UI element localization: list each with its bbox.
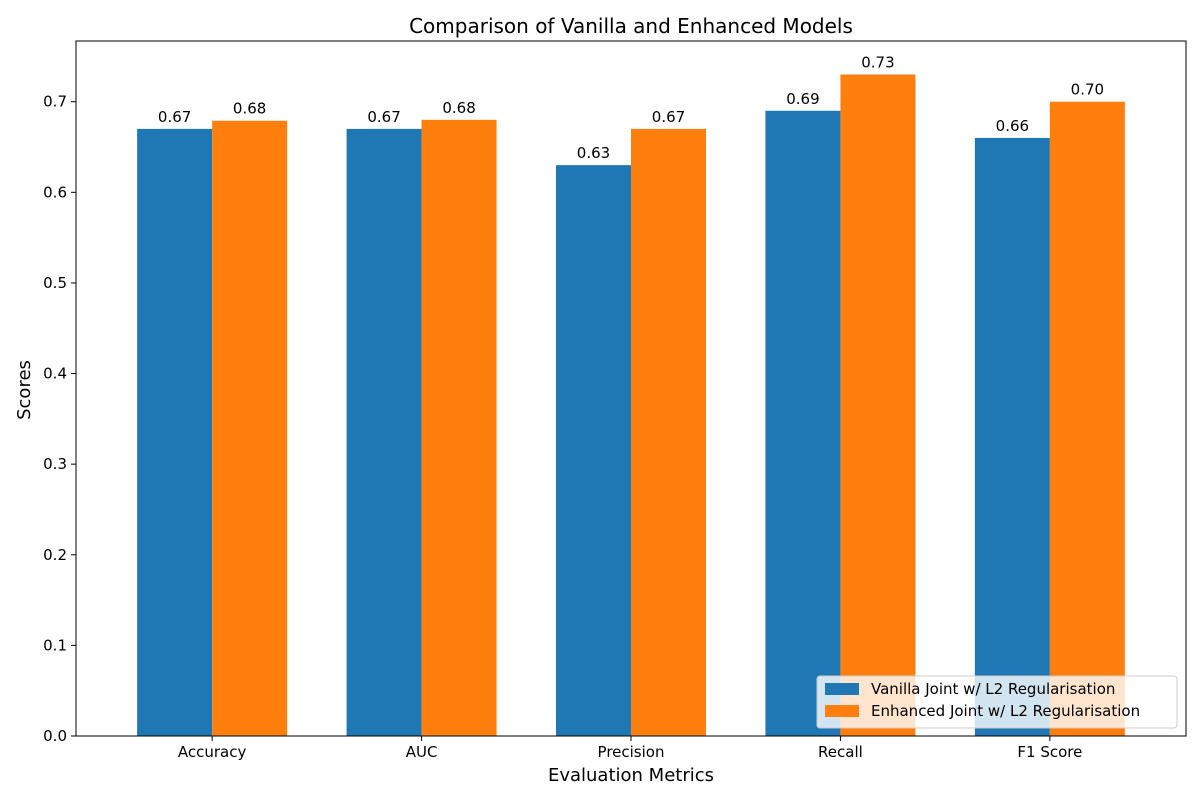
legend-swatch-enhanced [825,705,859,717]
y-tick-label-5: 0.5 [43,274,67,292]
data-label-vanilla-2: 0.63 [577,144,610,162]
bar-enhanced-4 [1049,101,1125,736]
y-tick-label-0: 0.0 [43,727,67,745]
data-label-enhanced-1: 0.68 [442,99,475,117]
data-label-enhanced-4: 0.70 [1071,81,1104,99]
legend-box [816,675,1178,729]
y-tick-label-7: 0.7 [43,93,67,111]
bar-vanilla-0 [137,128,213,736]
data-label-enhanced-3: 0.73 [861,54,894,72]
data-label-enhanced-0: 0.68 [233,100,266,118]
bar-enhanced-1 [421,119,497,736]
data-label-vanilla-3: 0.69 [786,90,819,108]
data-label-vanilla-0: 0.67 [158,108,191,126]
y-axis-label: Scores [14,360,35,420]
bar-vanilla-1 [346,128,422,736]
legend: Vanilla Joint w/ L2 Regularisation Enhanc… [816,675,1178,729]
bar-vanilla-4 [974,137,1050,736]
legend-swatch-vanilla [825,683,859,695]
plot-frame [75,40,1187,737]
legend-label-enhanced: Enhanced Joint w/ L2 Regularisation [871,702,1140,720]
y-tick-label-3: 0.3 [43,455,67,473]
x-tick-label-2: Precision [598,743,665,761]
data-labels-group: 0.67 0.68 0.67 0.68 0.63 0.67 0.69 0.73 0.66 0.70 [158,54,1104,163]
y-tick-label-4: 0.4 [43,365,67,383]
x-tick-label-0: Accuracy [178,743,247,761]
x-tick-label-4: F1 Score [1017,743,1082,761]
x-axis-label: Evaluation Metrics [548,765,714,786]
x-axis-ticks: Accuracy AUC Precision Recall F1 Score [178,736,1082,761]
legend-label-vanilla: Vanilla Joint w/ L2 Regularisation [871,680,1115,698]
data-label-enhanced-2: 0.67 [652,108,685,126]
y-tick-label-6: 0.6 [43,183,67,201]
data-label-vanilla-1: 0.67 [367,108,400,126]
y-axis-ticks: 0.0 0.1 0.2 0.3 0.4 0.5 0.6 0.7 [43,93,76,745]
bar-enhanced-3 [840,74,916,736]
bar-enhanced-2 [631,128,706,736]
bar-enhanced-0 [212,120,288,736]
bar-vanilla-3 [765,110,841,736]
bars-group [137,74,1125,736]
bar-vanilla-2 [556,165,631,736]
data-label-vanilla-4: 0.66 [996,117,1029,135]
x-tick-label-1: AUC [406,743,438,761]
y-tick-label-2: 0.2 [43,546,67,564]
chart-title: Comparison of Vanilla and Enhanced Model… [409,14,853,38]
x-tick-label-3: Recall [818,743,863,761]
y-tick-label-1: 0.1 [43,636,67,654]
